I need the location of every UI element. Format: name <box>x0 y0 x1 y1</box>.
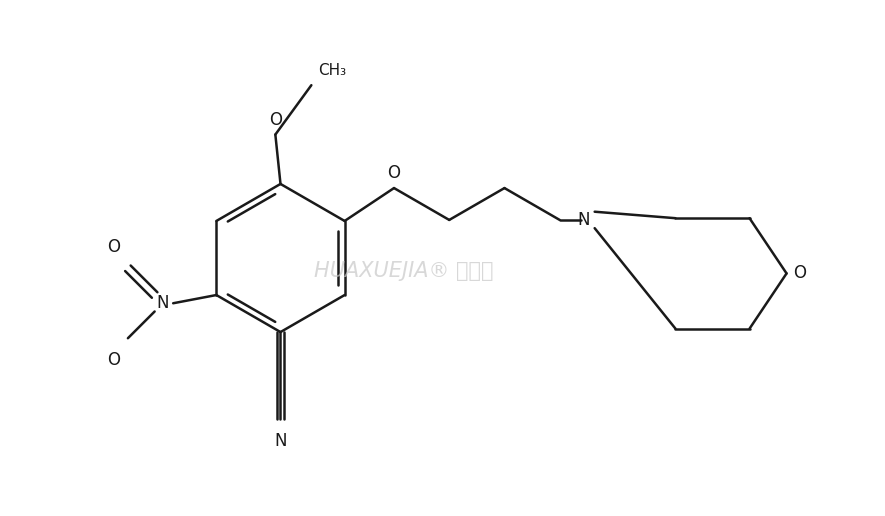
Text: O: O <box>107 238 120 256</box>
Text: CH₃: CH₃ <box>319 63 347 78</box>
Text: N: N <box>157 294 169 312</box>
Text: N: N <box>577 211 589 229</box>
Text: N: N <box>274 432 287 450</box>
Text: O: O <box>107 350 120 368</box>
Text: HUAXUEJIA® 化学加: HUAXUEJIA® 化学加 <box>314 262 494 281</box>
Text: O: O <box>793 264 805 282</box>
Text: O: O <box>388 164 401 182</box>
Text: O: O <box>269 111 281 130</box>
